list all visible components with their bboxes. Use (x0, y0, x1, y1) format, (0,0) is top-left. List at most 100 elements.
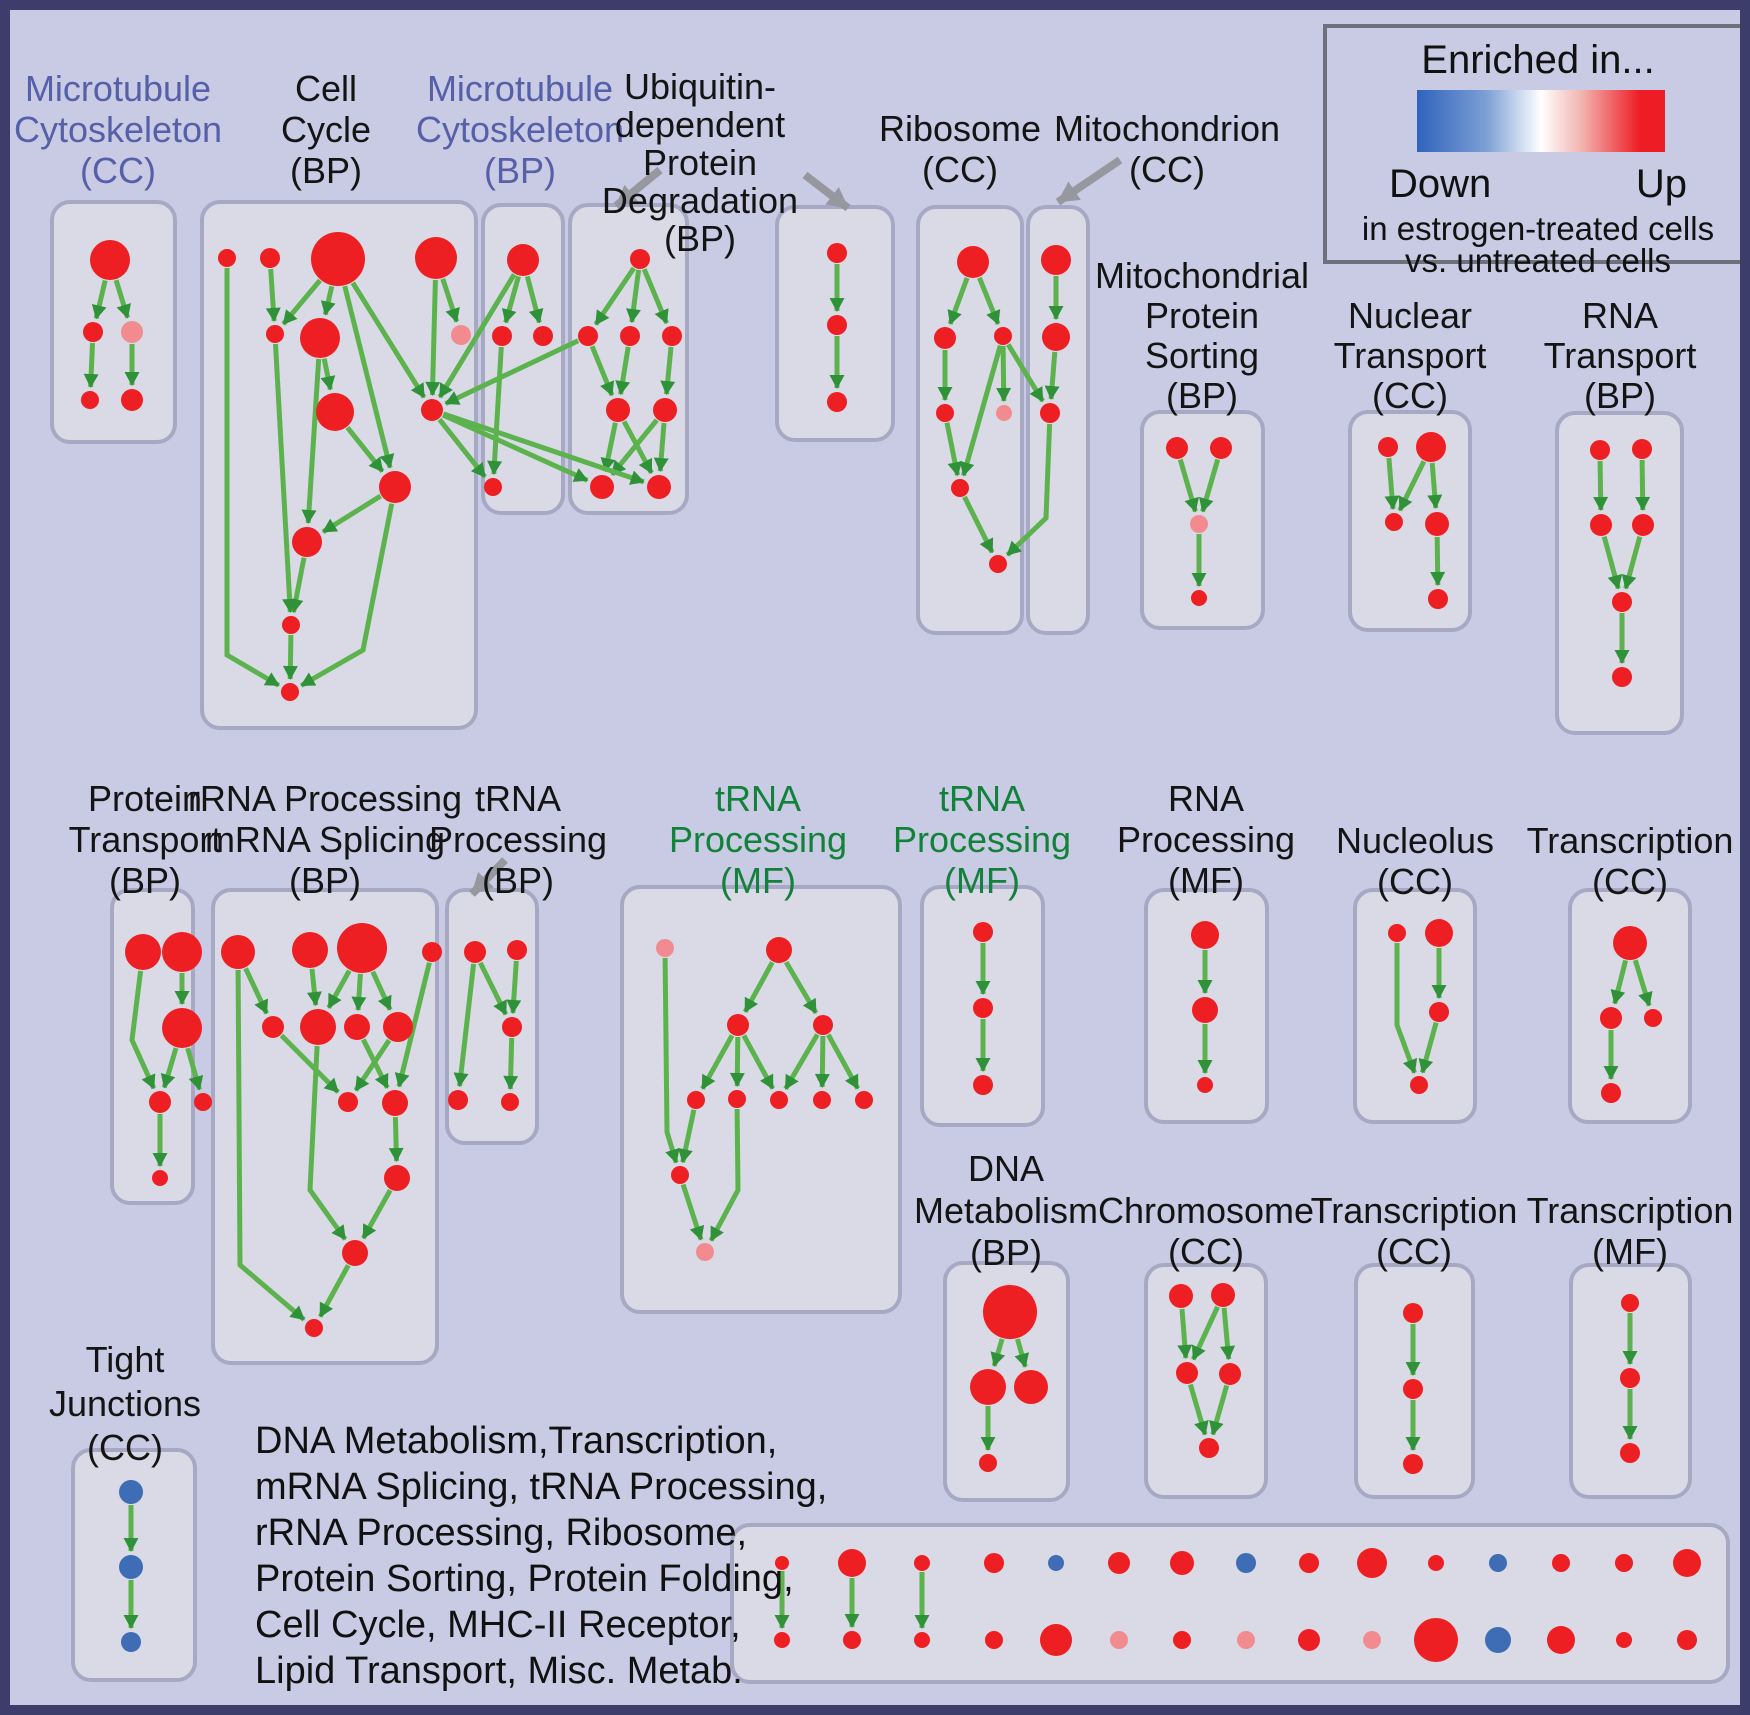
go-term-node (1600, 1007, 1622, 1029)
group-box-misc-categories (730, 1523, 1730, 1684)
go-term-node (194, 1093, 212, 1111)
go-term-node (1547, 1626, 1575, 1654)
go-term-node (125, 934, 161, 970)
edge-arrow (962, 495, 995, 554)
edge-arrow (959, 344, 1003, 477)
edge-arrow (425, 279, 441, 396)
edge-arrow (442, 411, 645, 485)
edge-arrow (503, 1037, 519, 1090)
go-term-node (973, 922, 993, 942)
go-term-node (119, 1555, 143, 1579)
go-term-node (305, 1319, 323, 1337)
go-term-node (1385, 513, 1403, 531)
go-term-node (662, 326, 682, 346)
edge-arrow (243, 967, 269, 1015)
edge-arrow (437, 273, 517, 399)
edge-arrow (814, 1035, 830, 1088)
edge-arrow (600, 422, 618, 473)
label-pointer-arrow (613, 166, 663, 210)
edge-arrow (1177, 458, 1199, 513)
go-term-node (464, 941, 486, 963)
edge-arrow (743, 961, 775, 1014)
go-term-node (827, 243, 847, 263)
edge-arrow (1220, 1307, 1236, 1361)
edge-arrow (977, 276, 1001, 325)
caption-line: Cell Cycle, MHC-II Receptor, (255, 1604, 741, 1646)
edge-arrow (91, 279, 108, 320)
edge-arrow (320, 358, 336, 391)
edge-arrow (1188, 1383, 1209, 1436)
edge-arrow (996, 345, 1012, 402)
go-term-node (985, 1631, 1003, 1649)
edge-arrow (1601, 535, 1623, 590)
go-term-node (292, 527, 322, 557)
edge-arrow (273, 343, 298, 613)
group-box-microtubule-cc (50, 200, 177, 444)
go-term-node (1199, 1438, 1219, 1458)
edge-arrow (990, 1338, 1006, 1367)
go-term-node (507, 940, 527, 960)
group-label-rna-processing-mf: RNA Processing (MF) (1116, 778, 1296, 901)
go-term-node (162, 1008, 202, 1048)
edge-arrow (944, 422, 963, 477)
caption-line: Lipid Transport, Misc. Metab. (255, 1650, 743, 1692)
edge-arrow (501, 275, 521, 324)
edge-arrow (729, 1036, 745, 1087)
go-term-node (1425, 919, 1453, 947)
edge-arrow (113, 279, 131, 319)
go-term-node (383, 1012, 413, 1042)
go-term-node (119, 1480, 143, 1504)
go-term-node (1632, 439, 1652, 459)
go-term-node (984, 1553, 1004, 1573)
go-term-node (300, 1009, 336, 1045)
label-pointer-arrow (1055, 156, 1123, 206)
go-term-node (1620, 1443, 1640, 1463)
edge-arrow (610, 418, 659, 477)
go-term-node (973, 1075, 993, 1095)
edge-arrow (678, 1109, 697, 1164)
caption-line: rRNA Processing, Ribosome, (255, 1512, 748, 1554)
edge-arrow (593, 266, 636, 326)
group-label-microtubule-bp: Microtubule Cytoskeleton (BP) (415, 68, 625, 191)
go-term-node (121, 1632, 141, 1652)
edge-arrow (1430, 536, 1446, 586)
edge-arrow (641, 268, 669, 325)
go-term-node (492, 326, 512, 346)
edge-arrow (444, 338, 580, 406)
group-label-mitochondrion-cc: Mitochondrion (CC) (1053, 108, 1281, 190)
go-term-node (914, 1555, 930, 1571)
go-term-node (1211, 1283, 1235, 1307)
group-box-nucleolus-cc (1353, 888, 1477, 1124)
go-term-node (1166, 437, 1188, 459)
go-term-node (1428, 589, 1448, 609)
go-term-node (484, 478, 502, 496)
legend-title: Enriched in... (1421, 38, 1655, 82)
edge-arrow (653, 422, 669, 472)
go-term-node (1590, 440, 1610, 460)
go-term-node (827, 315, 847, 335)
go-term-node (448, 1090, 468, 1110)
go-term-node (533, 326, 553, 346)
go-term-node (152, 1170, 168, 1186)
go-term-node (578, 326, 598, 346)
edge-arrow (441, 412, 589, 483)
edge-arrow (351, 973, 367, 1011)
go-term-node (422, 942, 442, 962)
go-term-node (338, 1092, 358, 1112)
go-term-node (951, 479, 969, 497)
edge-arrow (281, 278, 322, 326)
go-term-node (282, 616, 300, 634)
edge-arrow (506, 960, 522, 1014)
group-label-trna-processing-mf-large: tRNA Processing (MF) (668, 778, 848, 901)
go-term-node (1414, 1618, 1458, 1662)
go-term-node (647, 475, 671, 499)
go-term-node (1621, 1294, 1639, 1312)
legend-up-label: Up (1635, 162, 1687, 206)
group-label-ubiquitin-bp: Ubiquitin- dependent Protein Degradation… (601, 66, 799, 259)
edge-arrow (437, 417, 487, 479)
legend-subtitle-line2: vs. untreated cells (1405, 242, 1671, 279)
go-term-node (1428, 1555, 1444, 1571)
layer-nodes (81, 232, 1701, 1662)
group-label-dna-metabolism-bp: DNA Metabolism (BP) (913, 1148, 1099, 1273)
